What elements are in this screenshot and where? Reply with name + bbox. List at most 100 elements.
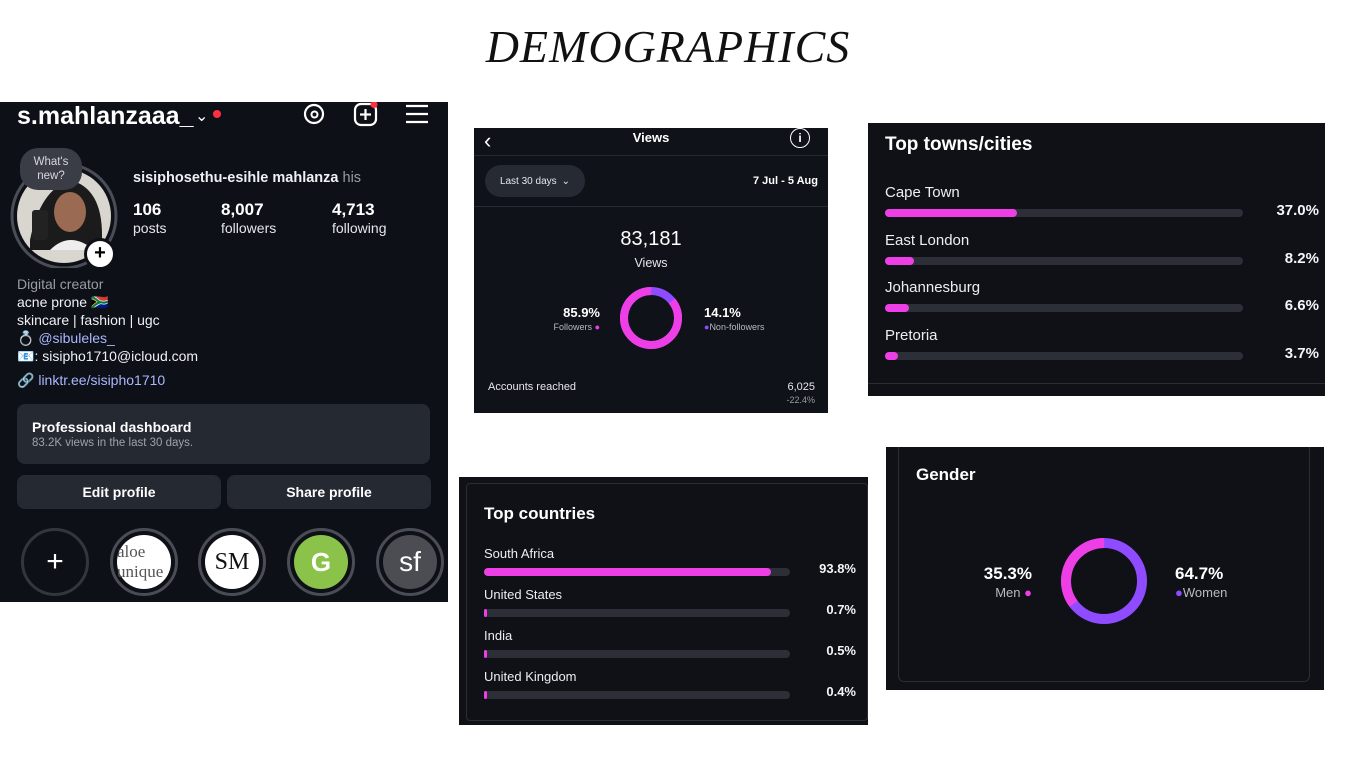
views-total-label: Views: [634, 256, 668, 270]
bar-fill: [885, 209, 1018, 217]
bar-track: [885, 209, 1243, 217]
username[interactable]: s.mahlanzaaa_: [17, 102, 194, 130]
followers-pct: 85.9%: [563, 305, 600, 320]
women-pct: 64.7%: [1175, 564, 1224, 583]
category-label: Digital creator: [17, 276, 104, 292]
highlight-item[interactable]: sf: [376, 528, 444, 596]
date-range: 7 Jul - 5 Aug: [753, 175, 818, 187]
row-label: United States: [484, 587, 563, 602]
bar-fill: [885, 351, 899, 360]
gender-panel: Gender 35.3% Men ● 64.7% ●Women: [886, 447, 1324, 690]
accounts-reached-label: Accounts reached: [488, 381, 577, 393]
add-story-icon[interactable]: +: [84, 238, 116, 270]
create-icon[interactable]: [353, 102, 379, 133]
followers-arc: [620, 287, 682, 349]
row-label: United Kingdom: [484, 669, 577, 684]
date-range-label: Last 30 days: [499, 175, 557, 187]
views-panel: ‹ Views i Last 30 days ⌄ 7 Jul - 5 Aug 83…: [474, 128, 828, 413]
highlight-label: SM: [205, 535, 259, 589]
whats-new-bubble[interactable]: What's new?: [20, 148, 82, 190]
bar-track: [484, 650, 790, 658]
nonfollowers-label: Non-followers: [709, 322, 765, 332]
display-name: sisiphosethu-esihle mahlanza: [133, 170, 339, 186]
plus-icon: +: [46, 545, 64, 578]
info-icon[interactable]: i: [790, 128, 810, 148]
stat-posts[interactable]: 106 posts: [133, 200, 167, 236]
row-percent: 0.5%: [826, 643, 856, 658]
highlight-item[interactable]: SM: [198, 528, 266, 596]
accounts-reached-change: -22.4%: [786, 395, 815, 405]
avatar[interactable]: [10, 150, 118, 270]
bar-fill: [484, 568, 772, 576]
row-percent: 0.7%: [826, 602, 856, 617]
chevron-down-icon[interactable]: ⌄: [195, 108, 209, 125]
row-label: South Africa: [484, 546, 555, 561]
countries-panel: Top countries South Africa 93.8% United St…: [459, 477, 868, 725]
men-label: Men: [995, 585, 1021, 600]
row-label: India: [484, 628, 513, 643]
row-percent: 3.7%: [1284, 344, 1319, 362]
row-label: Johannesburg: [885, 279, 981, 296]
email-icon: 📧: [17, 348, 35, 364]
towns-title: Top towns/cities: [885, 134, 1033, 155]
edit-profile-button[interactable]: Edit profile: [17, 475, 221, 509]
chevron-down-icon: ⌄: [561, 175, 571, 187]
row-percent: 6.6%: [1284, 297, 1319, 314]
highlight-item[interactable]: G: [287, 528, 355, 596]
bar-fill: [484, 691, 487, 699]
nonfollowers-pct: 14.1%: [704, 305, 741, 320]
men-pct: 35.3%: [983, 564, 1032, 583]
row-label: Pretoria: [885, 326, 938, 344]
bio-line-1: acne prone 🇿🇦: [17, 294, 109, 310]
row-percent: 37.0%: [1276, 202, 1319, 219]
accounts-reached-value: 6,025: [787, 381, 815, 393]
gender-title: Gender: [916, 465, 976, 484]
notification-dot: [213, 110, 221, 118]
row-percent: 8.2%: [1284, 249, 1319, 267]
row-label: East London: [885, 231, 970, 249]
dashboard-title: Professional dashboard: [32, 419, 192, 435]
views-header: Views: [632, 130, 670, 145]
professional-dashboard[interactable]: Professional dashboard 83.2K views in th…: [17, 404, 430, 464]
highlight-label: G: [294, 535, 348, 589]
highlight-label: sf: [383, 535, 437, 589]
gender-donut: [1061, 538, 1147, 624]
pronouns: his: [342, 170, 362, 186]
bio-mention[interactable]: @sibuleles_: [38, 330, 115, 346]
highlight-new[interactable]: +: [21, 528, 89, 596]
page-title: DEMOGRAPHICS: [485, 21, 851, 72]
bar-fill: [484, 609, 487, 617]
back-icon[interactable]: ‹: [484, 128, 492, 153]
threads-icon[interactable]: [302, 102, 326, 131]
ring-icon: 💍: [17, 330, 35, 346]
bar-track: [885, 304, 1243, 312]
bar-track: [484, 691, 790, 699]
followers-label: Followers: [553, 322, 593, 332]
bar-track: [885, 256, 1243, 265]
bar-fill: [484, 650, 487, 658]
men-arc: [1061, 538, 1147, 624]
share-profile-button[interactable]: Share profile: [227, 475, 431, 509]
stat-followers[interactable]: 8,007 followers: [221, 200, 277, 236]
highlight-label: aloe unique: [117, 535, 171, 589]
bar-track: [484, 568, 790, 576]
menu-icon[interactable]: [405, 104, 429, 129]
link-icon: 🔗: [17, 372, 35, 388]
highlight-item[interactable]: aloe unique: [110, 528, 178, 596]
bio-line-2: skincare | fashion | ugc: [17, 312, 160, 328]
row-label: Cape Town: [885, 184, 960, 201]
views-donut: [620, 287, 682, 349]
bar-track: [484, 609, 790, 617]
row-percent: 93.8%: [819, 561, 856, 576]
bar-fill: [885, 256, 915, 265]
views-total: 83,181: [620, 228, 682, 250]
bar-track: [885, 351, 1243, 360]
row-percent: 0.4%: [826, 684, 856, 699]
bar-fill: [885, 304, 909, 312]
profile-panel: s.mahlanzaaa_ ⌄ What's new? + sisiphoset…: [0, 102, 448, 602]
bio-link[interactable]: linktr.ee/sisipho1710: [38, 372, 166, 388]
countries-title: Top countries: [484, 504, 596, 523]
women-label: Women: [1182, 585, 1228, 600]
stat-following[interactable]: 4,713 following: [332, 200, 387, 236]
date-range-dropdown[interactable]: Last 30 days ⌄: [485, 165, 585, 197]
